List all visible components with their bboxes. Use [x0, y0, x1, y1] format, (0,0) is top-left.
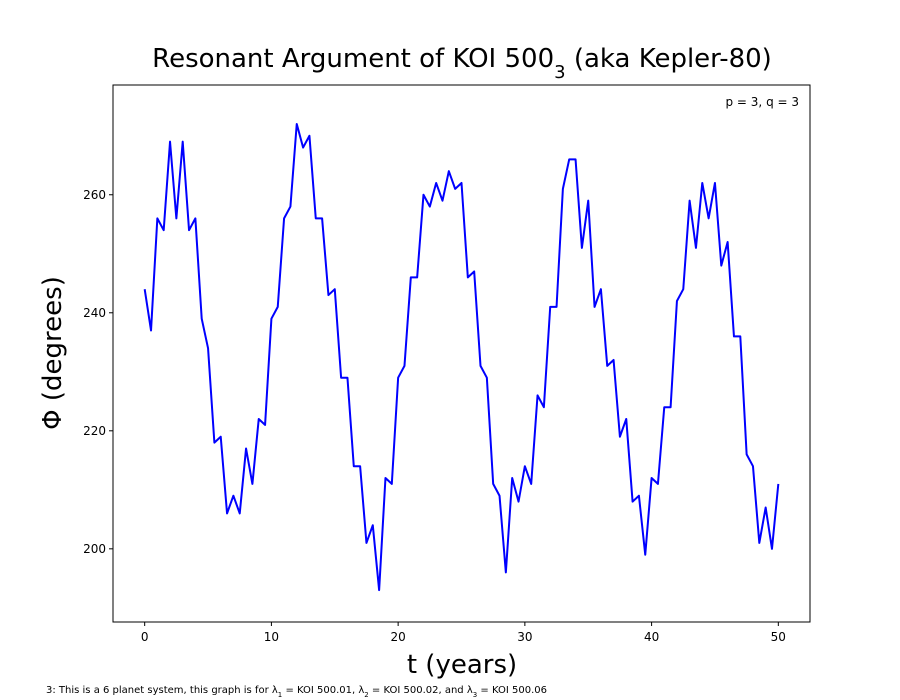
- x-tick-label: 30: [517, 630, 532, 644]
- annotation: p = 3, q = 3: [726, 95, 800, 109]
- y-tick-label: 260: [83, 188, 106, 202]
- text-part: (aka Kepler-80): [566, 44, 772, 74]
- text-part: = KOI 500.06: [477, 685, 547, 696]
- chart-title: Resonant Argument of KOI 5003 (aka Keple…: [152, 44, 772, 83]
- y-tick-label: 240: [83, 306, 106, 320]
- text-part: 3: This is a 6 planet system, this graph…: [46, 685, 278, 696]
- subscript: 3: [473, 691, 477, 699]
- text-part: = KOI 500.02, and λ: [369, 685, 473, 696]
- x-tick-label: 10: [264, 630, 279, 644]
- y-axis-label: Φ (degrees): [38, 276, 68, 430]
- x-axis-label: t (years): [407, 650, 517, 680]
- subscript: 1: [278, 691, 282, 699]
- x-tick-label: 40: [644, 630, 659, 644]
- plot-frame: [112, 84, 811, 623]
- text-part: = KOI 500.01, λ: [282, 685, 364, 696]
- x-tick-label: 0: [141, 630, 149, 644]
- text-part: Resonant Argument of KOI 500: [152, 44, 554, 74]
- subscript: 3: [554, 62, 565, 83]
- footnote: 3: This is a 6 planet system, this graph…: [46, 685, 547, 699]
- x-tick-label: 50: [771, 630, 786, 644]
- y-tick-label: 200: [83, 542, 106, 556]
- x-tick-label: 20: [390, 630, 405, 644]
- subscript: 2: [364, 691, 368, 699]
- y-tick-label: 220: [83, 424, 106, 438]
- data-line: [143, 122, 780, 592]
